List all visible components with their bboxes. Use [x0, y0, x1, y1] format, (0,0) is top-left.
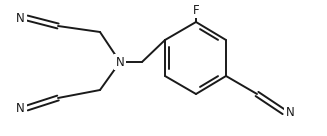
Text: N: N	[16, 101, 25, 115]
Text: N: N	[16, 12, 25, 24]
Text: N: N	[286, 106, 295, 118]
Text: N: N	[116, 55, 124, 69]
Text: F: F	[193, 4, 199, 16]
